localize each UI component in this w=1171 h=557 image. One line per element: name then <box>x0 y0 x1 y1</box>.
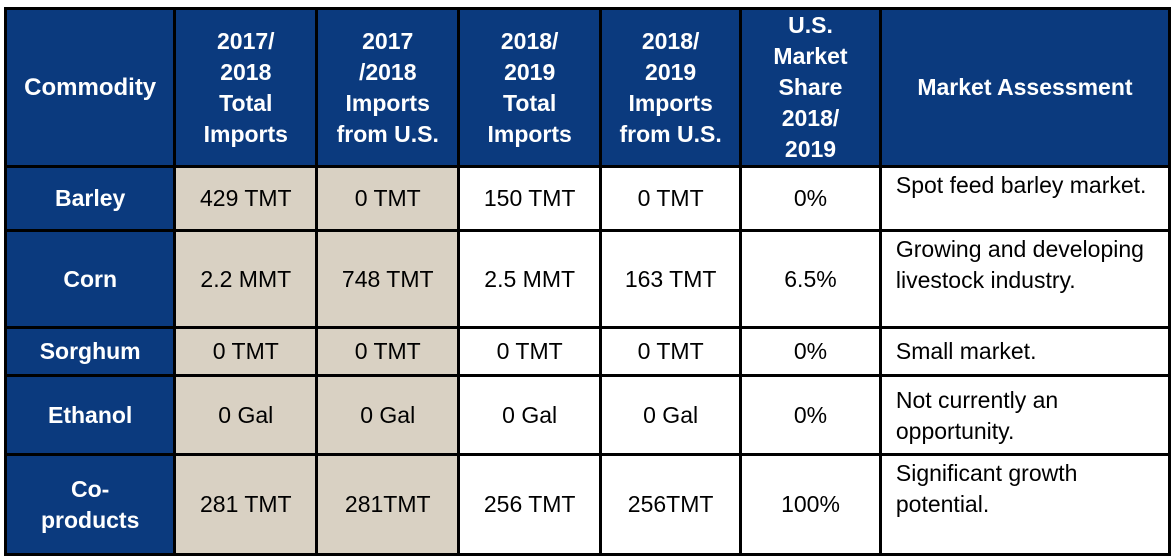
total-imports-2017-cell: 0 TMT <box>173 326 319 377</box>
total-imports-2017-cell: 0 Gal <box>173 374 319 456</box>
total-imports-2018-cell: 150 TMT <box>457 165 603 232</box>
total-imports-2017-cell: 429 TMT <box>173 165 319 232</box>
commodity-cell: Co- products <box>3 453 177 556</box>
us-imports-2018-cell: 256TMT <box>599 453 743 556</box>
market-assessment-cell: Growing and developing livestock industr… <box>878 229 1171 329</box>
header-us-imports-2018-2019: 2018/ 2019 Imports from U.S. <box>599 7 743 168</box>
total-imports-2017-cell: 2.2 MMT <box>173 229 319 329</box>
market-share-cell: 6.5% <box>739 229 882 329</box>
total-imports-2017-cell: 281 TMT <box>173 453 319 556</box>
header-total-imports-2017-2018: 2017/ 2018 Total Imports <box>173 7 319 168</box>
import-table: Commodity 2017/ 2018 Total Imports 2017 … <box>3 7 1171 556</box>
market-assessment-cell: Small market. <box>878 326 1171 377</box>
header-us-market-share: U.S. Market Share 2018/ 2019 <box>739 7 882 168</box>
market-share-cell: 0% <box>739 374 882 456</box>
commodity-cell: Sorghum <box>3 326 177 377</box>
table-row: Co- products 281 TMT 281TMT 256 TMT 256T… <box>3 453 1171 556</box>
us-imports-2017-cell: 0 TMT <box>315 165 461 232</box>
total-imports-2018-cell: 0 Gal <box>457 374 603 456</box>
header-market-assessment: Market Assessment <box>878 7 1171 168</box>
us-imports-2018-cell: 163 TMT <box>599 229 743 329</box>
total-imports-2018-cell: 0 TMT <box>457 326 603 377</box>
us-imports-2018-cell: 0 Gal <box>599 374 743 456</box>
total-imports-2018-cell: 2.5 MMT <box>457 229 603 329</box>
header-commodity: Commodity <box>3 7 177 168</box>
header-us-imports-2017-2018: 2017 /2018 Imports from U.S. <box>315 7 461 168</box>
us-imports-2017-cell: 0 TMT <box>315 326 461 377</box>
table-row: Ethanol 0 Gal 0 Gal 0 Gal 0 Gal 0% Not c… <box>3 374 1171 456</box>
us-imports-2017-cell: 0 Gal <box>315 374 461 456</box>
us-imports-2018-cell: 0 TMT <box>599 326 743 377</box>
market-share-cell: 0% <box>739 326 882 377</box>
commodity-cell: Ethanol <box>3 374 177 456</box>
market-share-cell: 100% <box>739 453 882 556</box>
market-share-cell: 0% <box>739 165 882 232</box>
table-row: Corn 2.2 MMT 748 TMT 2.5 MMT 163 TMT 6.5… <box>3 229 1171 329</box>
header-total-imports-2018-2019: 2018/ 2019 Total Imports <box>457 7 603 168</box>
market-assessment-cell: Not currently an opportunity. <box>878 374 1171 456</box>
us-imports-2017-cell: 748 TMT <box>315 229 461 329</box>
us-imports-2018-cell: 0 TMT <box>599 165 743 232</box>
market-assessment-cell: Significant growth potential. <box>878 453 1171 556</box>
total-imports-2018-cell: 256 TMT <box>457 453 603 556</box>
market-assessment-cell: Spot feed barley market. <box>878 165 1171 232</box>
commodity-cell: Barley <box>3 165 177 232</box>
commodity-cell: Corn <box>3 229 177 329</box>
us-imports-2017-cell: 281TMT <box>315 453 461 556</box>
table-row: Sorghum 0 TMT 0 TMT 0 TMT 0 TMT 0% Small… <box>3 326 1171 377</box>
header-row: Commodity 2017/ 2018 Total Imports 2017 … <box>3 7 1171 168</box>
table-row: Barley 429 TMT 0 TMT 150 TMT 0 TMT 0% Sp… <box>3 165 1171 232</box>
